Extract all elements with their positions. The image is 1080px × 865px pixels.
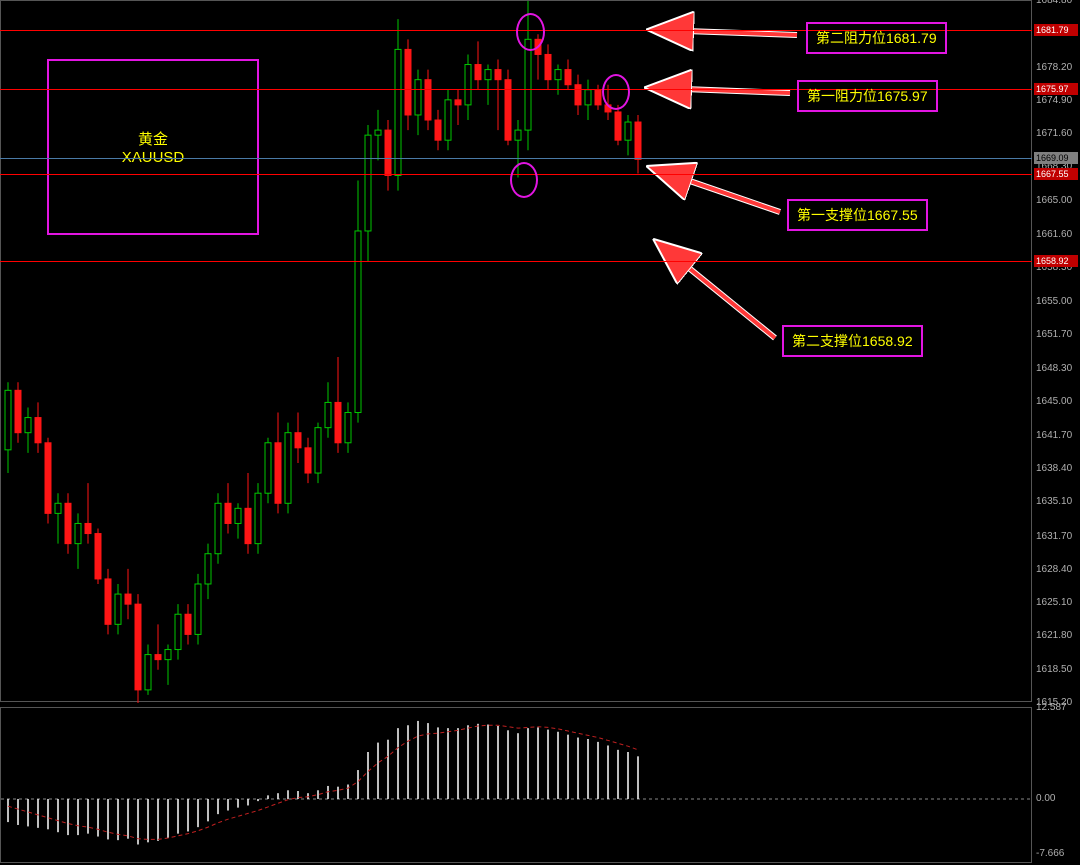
annotation-label[interactable]: 第一支撑位1667.55	[787, 199, 928, 231]
indicator-y-tick: 12.587	[1036, 702, 1067, 713]
y-tick: 1661.60	[1036, 229, 1072, 240]
price-tag: 1667.55	[1034, 168, 1078, 180]
price-tag: 1658.92	[1034, 255, 1078, 267]
y-tick: 1655.00	[1036, 296, 1072, 307]
ellipse-marker[interactable]	[602, 74, 630, 110]
y-tick: 1645.00	[1036, 396, 1072, 407]
y-tick: 1665.00	[1036, 195, 1072, 206]
horizontal-level-line[interactable]	[0, 261, 1032, 262]
ellipse-marker[interactable]	[516, 13, 545, 51]
annotation-label[interactable]: 第二阻力位1681.79	[806, 22, 947, 54]
title-box: 黄金 XAUUSD	[47, 59, 259, 235]
arrow[interactable]	[684, 179, 780, 212]
y-tick: 1638.40	[1036, 463, 1072, 474]
annotation-label[interactable]: 第二支撑位1658.92	[782, 325, 923, 357]
y-tick: 1678.20	[1036, 62, 1072, 73]
y-tick: 1641.70	[1036, 430, 1072, 441]
y-tick: 1628.40	[1036, 564, 1072, 575]
price-tag: 1681.79	[1034, 24, 1078, 36]
arrow[interactable]	[684, 264, 775, 338]
price-tag: 1669.09	[1034, 152, 1078, 164]
histogram-svg	[1, 708, 1033, 864]
y-tick: 1648.30	[1036, 363, 1072, 374]
y-tick: 1635.10	[1036, 496, 1072, 507]
indicator-y-tick: 0.00	[1036, 793, 1055, 804]
price-tag: 1675.97	[1034, 83, 1078, 95]
y-tick: 1621.80	[1036, 630, 1072, 641]
main-y-axis: 1684.801681.501678.201674.901671.601668.…	[1032, 0, 1080, 702]
annotation-label[interactable]: 第一阻力位1675.97	[797, 80, 938, 112]
y-tick: 1625.10	[1036, 597, 1072, 608]
indicator-y-axis: 12.5870.00-7.666	[1032, 707, 1080, 863]
horizontal-level-line[interactable]	[0, 158, 1032, 159]
y-tick: 1674.90	[1036, 95, 1072, 106]
indicator-chart[interactable]	[0, 707, 1032, 863]
y-tick: 1651.70	[1036, 329, 1072, 340]
y-tick: 1618.50	[1036, 664, 1072, 675]
y-tick: 1671.60	[1036, 128, 1072, 139]
ellipse-marker[interactable]	[510, 162, 538, 198]
title-line1: 黄金	[138, 128, 168, 149]
y-tick: 1684.80	[1036, 0, 1072, 6]
y-tick: 1631.70	[1036, 531, 1072, 542]
indicator-y-tick: -7.666	[1036, 848, 1064, 859]
